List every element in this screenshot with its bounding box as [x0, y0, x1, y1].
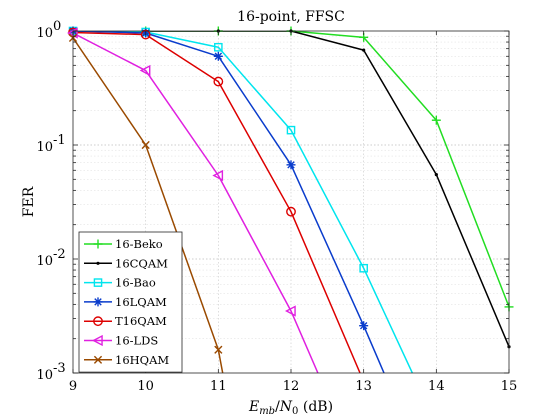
legend-entry: 16-Beko [84, 237, 163, 251]
legend: 16-Beko 16CQAM 16-Bao 16LQAM T16QAM 16-LDS 16H… [78, 231, 183, 373]
legend-entry: 16HQAM [84, 353, 169, 367]
data-point [286, 125, 296, 135]
legend-label: 16HQAM [115, 353, 169, 367]
data-point [362, 48, 366, 52]
data-point [214, 42, 223, 52]
series-line-t16qam [73, 31, 361, 373]
legend-entry: 16LQAM [84, 295, 167, 309]
y-tick-exponent: -3 [53, 361, 66, 376]
y-axis-label: FER [21, 186, 37, 217]
data-point [359, 263, 368, 273]
x-tick-label: 12 [283, 379, 300, 394]
x-tick-labels: 9 10 11 12 13 14 15 [69, 379, 517, 394]
series-line-16lqam [73, 31, 385, 373]
legend-label: 16-LDS [115, 334, 158, 348]
data-point [212, 169, 224, 182]
data-point [284, 305, 296, 317]
legend-marker [93, 278, 103, 287]
legend-label: 16LQAM [115, 295, 167, 309]
x-axis-label: Emb/N0 (dB) [248, 399, 333, 417]
data-point [214, 345, 223, 354]
series-line-16-bao [73, 31, 414, 373]
legend-marker [96, 261, 100, 265]
data-point [141, 140, 150, 150]
y-tick-label: 10 [36, 26, 53, 41]
y-tick-label: 10 [36, 140, 53, 155]
chart-title: 16-point, FFSC [237, 9, 345, 25]
x-tick-label: 10 [137, 379, 154, 394]
data-point [431, 115, 441, 125]
y-tick-label: 10 [36, 368, 53, 383]
legend-label: 16-Beko [115, 237, 163, 251]
data-point [286, 160, 296, 170]
axis-ticks [72, 30, 510, 374]
data-point [139, 64, 151, 77]
legend-marker [93, 355, 103, 364]
legend-entry: 16CQAM [84, 256, 168, 270]
legend-marker [93, 297, 103, 307]
data-point [286, 206, 296, 217]
y-tick-exponent: -2 [53, 247, 66, 262]
legend-label: T16QAM [115, 314, 167, 328]
data-point [213, 76, 224, 87]
x-tick-label: 9 [69, 379, 77, 394]
y-tick-label: 10 [36, 254, 53, 269]
data-point [434, 172, 438, 177]
data-point [359, 321, 369, 331]
x-tick-label: 15 [501, 379, 518, 394]
x-tick-label: 11 [210, 379, 227, 394]
legend-entry: 16-LDS [84, 334, 158, 348]
x-tick-label: 13 [355, 379, 372, 394]
legend-marker [91, 334, 103, 347]
legend-entry: 16-Bao [84, 276, 156, 290]
x-tick-label: 14 [428, 379, 445, 394]
legend-marker [93, 239, 103, 249]
legend-entry: T16QAM [84, 314, 167, 328]
y-tick-exponent: -1 [53, 133, 66, 148]
y-tick-exponent: 0 [53, 19, 61, 34]
series-line-16-lds [73, 32, 319, 373]
data-point [140, 29, 151, 40]
legend-marker [93, 316, 103, 327]
legend-label: 16CQAM [115, 256, 168, 270]
legend-label: 16-Bao [115, 276, 156, 290]
data-point [213, 51, 223, 61]
